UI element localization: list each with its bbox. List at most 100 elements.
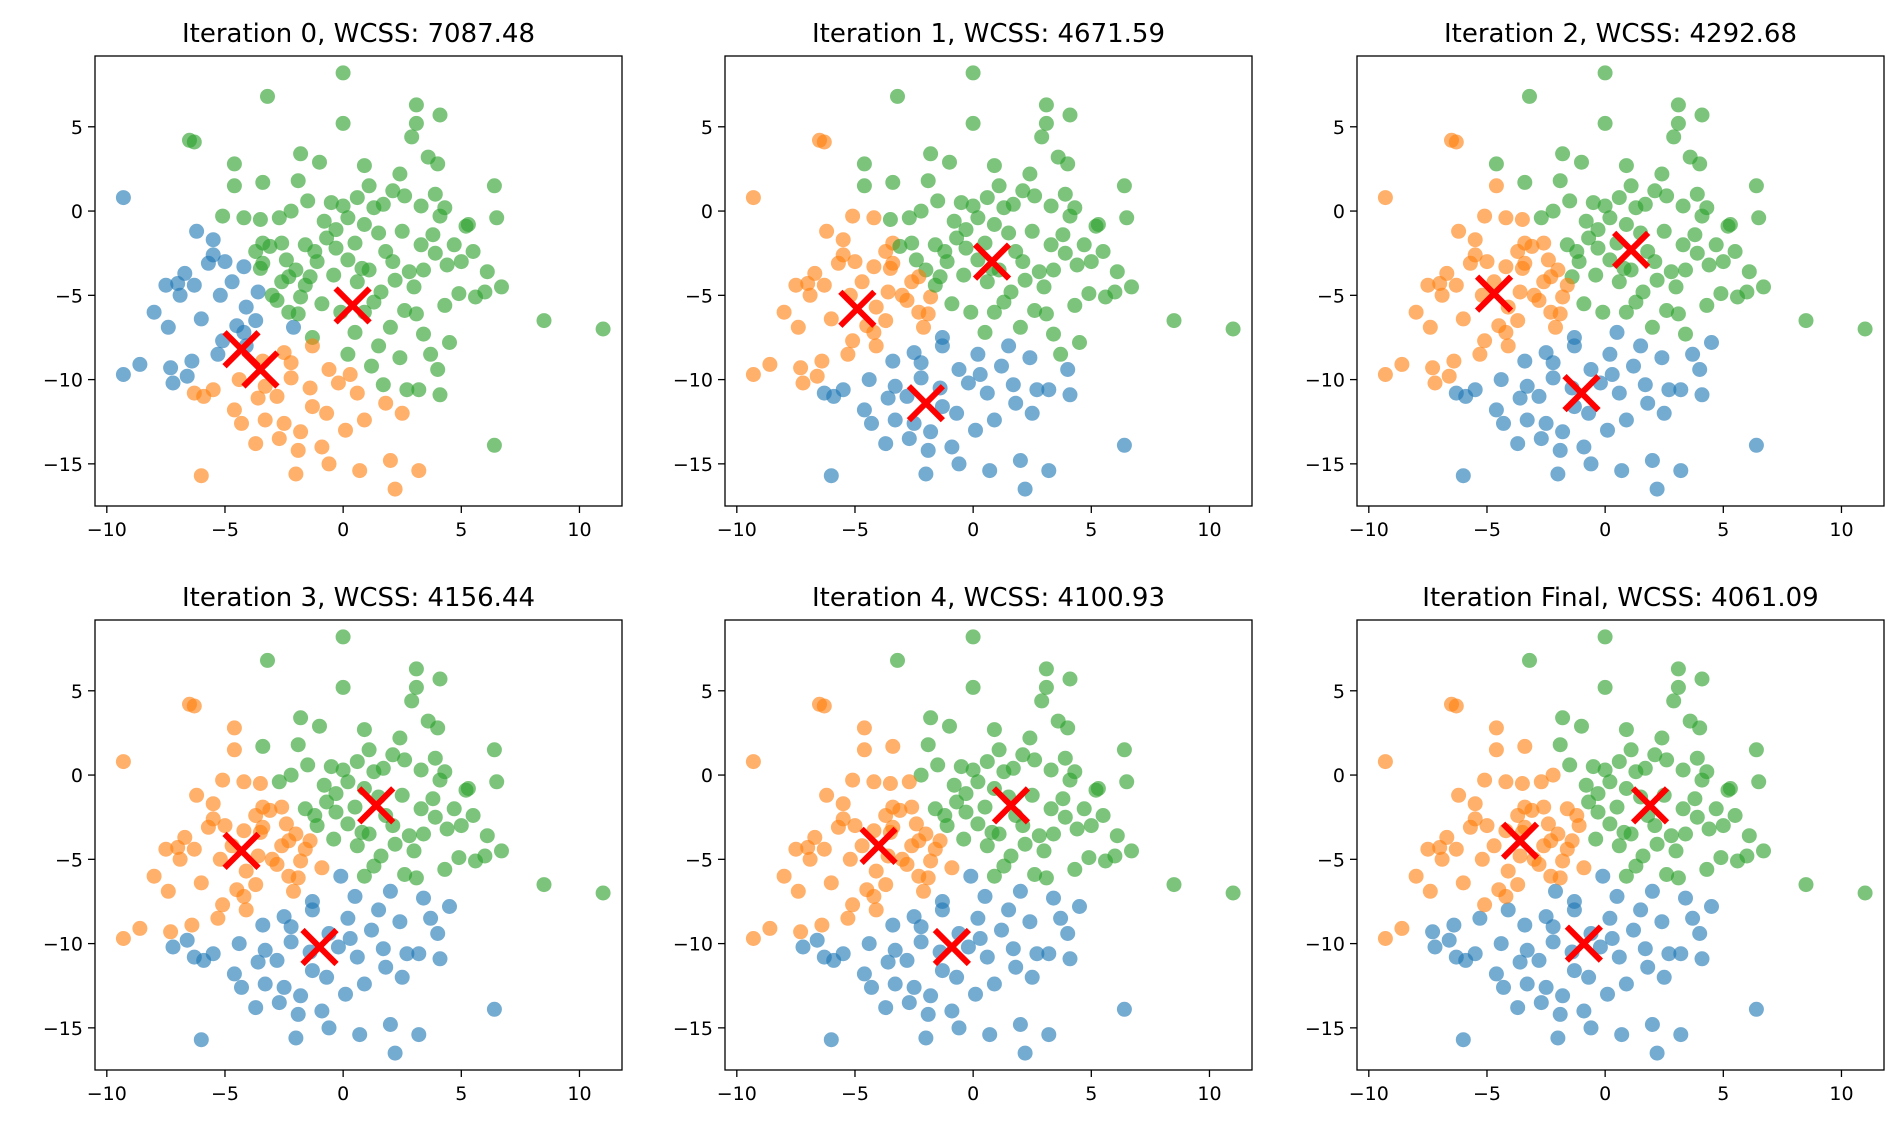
data-point-cluster-2 [432, 772, 448, 788]
data-point-cluster-0 [1538, 979, 1554, 995]
data-point-cluster-2 [408, 97, 424, 113]
data-point-cluster-0 [236, 324, 252, 340]
data-point-cluster-2 [1602, 210, 1618, 226]
data-point-cluster-0 [1685, 346, 1701, 362]
data-point-cluster-1 [248, 436, 264, 452]
data-point-cluster-2 [486, 437, 502, 453]
centroid-stroke [1474, 274, 1514, 313]
data-point-cluster-1 [819, 223, 835, 239]
data-point-cluster-1 [321, 456, 337, 472]
x-tick-label: 0 [967, 1083, 979, 1105]
data-point-cluster-2 [260, 652, 275, 668]
x-tick-label: −5 [841, 1083, 869, 1105]
centroid-marker-0 [906, 384, 945, 423]
data-point-cluster-0 [1519, 412, 1535, 428]
data-point-cluster-1 [342, 367, 358, 382]
data-point-cluster-2 [1678, 262, 1693, 278]
data-point-cluster-2 [946, 777, 962, 793]
subplot-iteration-2: Iteration 2, WCSS: 4292.68 −10 −5 0 5 10 −15 −1… [1305, 19, 1885, 541]
data-point-cluster-2 [416, 326, 431, 342]
data-point-cluster-2 [1057, 809, 1073, 825]
centroid-marker-2 [333, 286, 372, 325]
data-point-cluster-0 [186, 949, 202, 965]
subplot-iteration-final: Iteration Final, WCSS: 4061.09 −10 −5 0 5 10 −… [1305, 583, 1885, 1105]
data-point-cluster-0 [1029, 946, 1045, 962]
data-point-cluster-2 [986, 868, 1002, 884]
data-point-cluster-0 [795, 939, 811, 955]
data-point-cluster-1 [1533, 774, 1549, 790]
data-point-cluster-1 [854, 274, 870, 290]
data-point-cluster-0 [1626, 358, 1641, 374]
centroid-stroke [222, 330, 261, 369]
data-point-cluster-2 [453, 818, 469, 834]
data-point-cluster-2 [1076, 237, 1092, 253]
data-point-cluster-0 [1041, 946, 1057, 962]
data-point-cluster-0 [1116, 1001, 1132, 1017]
data-point-cluster-2 [486, 742, 502, 758]
data-point-cluster-0 [146, 304, 162, 320]
data-point-cluster-1 [1488, 178, 1504, 194]
data-point-cluster-2 [1166, 313, 1182, 329]
data-point-cluster-0 [1500, 902, 1516, 918]
data-point-cluster-0 [1008, 395, 1024, 411]
data-point-cluster-2 [1109, 264, 1125, 280]
data-point-cluster-2 [399, 382, 415, 398]
data-point-cluster-1 [847, 818, 863, 834]
data-point-cluster-2 [307, 244, 323, 259]
data-point-cluster-2 [397, 867, 413, 882]
data-point-cluster-0 [1545, 919, 1561, 935]
data-point-cluster-2 [1609, 799, 1625, 815]
data-point-cluster-0 [923, 988, 939, 1004]
x-tick-label: −10 [717, 519, 757, 541]
plot-frame [1356, 619, 1885, 1071]
y-tick-label: −10 [1305, 370, 1345, 392]
data-point-cluster-1 [226, 402, 242, 418]
data-point-cluster-0 [816, 949, 832, 965]
data-point-cluster-0 [1637, 941, 1653, 957]
plot-frame [94, 619, 623, 1071]
data-point-cluster-2 [949, 230, 965, 246]
data-point-cluster-2 [1727, 244, 1743, 259]
data-point-cluster-2 [949, 794, 965, 810]
data-point-cluster-1 [762, 356, 778, 372]
x-tick-label: 10 [567, 1083, 591, 1105]
data-point-cluster-2 [1597, 115, 1613, 131]
data-point-cluster-0 [1576, 1003, 1592, 1019]
data-point-cluster-1 [823, 875, 839, 891]
data-point-cluster-0 [970, 910, 986, 926]
data-point-cluster-2 [1569, 244, 1585, 259]
y-tick-label: −5 [1317, 849, 1345, 871]
centroid-marker-1 [222, 831, 261, 871]
data-point-cluster-2 [892, 238, 908, 254]
data-point-cluster-2 [1590, 804, 1606, 820]
data-point-cluster-1 [297, 841, 313, 857]
data-point-cluster-0 [901, 431, 917, 447]
data-point-cluster-2 [335, 65, 351, 81]
data-point-cluster-1 [1498, 774, 1514, 790]
data-point-cluster-2 [1663, 828, 1679, 844]
data-point-cluster-1 [1448, 841, 1464, 857]
data-point-cluster-0 [1611, 949, 1627, 965]
data-point-cluster-0 [1640, 959, 1656, 975]
data-point-cluster-2 [953, 195, 969, 211]
data-point-cluster-1 [880, 284, 896, 300]
data-point-cluster-0 [920, 442, 936, 458]
data-point-cluster-0 [158, 277, 174, 293]
data-point-cluster-1 [302, 380, 318, 396]
data-point-cluster-1 [762, 920, 778, 936]
data-point-cluster-2 [1107, 848, 1123, 864]
data-point-cluster-0 [982, 463, 998, 479]
x-tick-label: 0 [1599, 1083, 1611, 1105]
data-point-cluster-2 [977, 799, 993, 815]
data-point-cluster-1 [1446, 353, 1462, 369]
data-point-cluster-2 [1552, 737, 1568, 753]
data-point-cluster-1 [1439, 829, 1455, 845]
centroid-marker-2 [1612, 230, 1651, 269]
data-point-cluster-1 [236, 888, 252, 904]
data-point-cluster-1 [1441, 368, 1457, 384]
data-point-cluster-2 [427, 245, 443, 261]
data-point-cluster-0 [861, 936, 877, 952]
data-point-cluster-1 [290, 870, 306, 886]
data-point-cluster-2 [904, 235, 920, 251]
subplot-title: Iteration 4, WCSS: 4100.93 [812, 583, 1165, 613]
